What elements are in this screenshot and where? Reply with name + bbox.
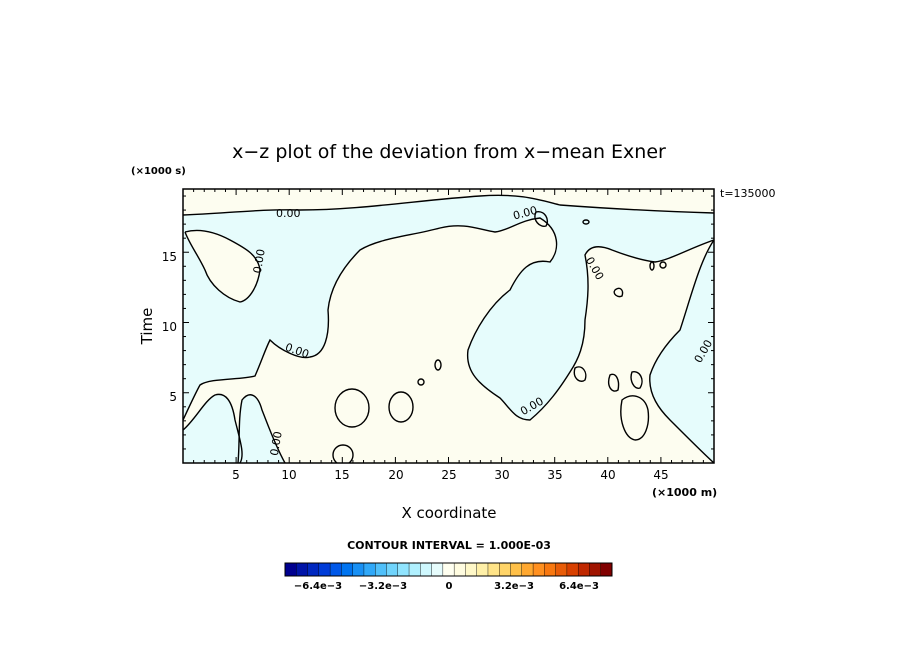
colorbar-cell xyxy=(532,562,545,577)
contour-loop-6 xyxy=(573,366,587,382)
contour-label: 0.00 xyxy=(512,204,539,223)
colorbar-cell xyxy=(476,562,489,577)
negative-blob-right xyxy=(649,240,714,463)
contour-interval-text: CONTOUR INTERVAL = 1.000E-03 xyxy=(347,539,551,552)
contour-label: 0.00 xyxy=(276,207,301,220)
contour-loop-14 xyxy=(613,287,624,298)
contour-loop-1 xyxy=(334,388,370,428)
colorbar xyxy=(284,562,613,577)
colorbar-tick-label: −6.4e−3 xyxy=(294,581,342,592)
colorbar-cell xyxy=(386,562,399,577)
colorbar-cell xyxy=(442,562,455,577)
colorbar-cell xyxy=(352,562,365,577)
colorbar-cell xyxy=(284,562,297,577)
colorbar-cell xyxy=(420,562,433,577)
contour-loop-13 xyxy=(659,261,667,269)
colorbar-cell xyxy=(307,562,320,577)
y-tick-label: 15 xyxy=(162,250,177,264)
colorbar-cell xyxy=(577,562,590,577)
colorbar-cell xyxy=(600,562,613,577)
x-tick-label: 30 xyxy=(494,468,509,482)
y-tick-label: 10 xyxy=(162,320,177,334)
colorbar-cell xyxy=(510,562,523,577)
colorbar-cell xyxy=(329,562,342,577)
colorbar-tick-label: 0 xyxy=(446,581,453,592)
colorbar-cell xyxy=(544,562,557,577)
colorbar-cell xyxy=(375,562,387,577)
y-axis-unit: (×1000 s) xyxy=(131,166,186,177)
x-axis-label: X coordinate xyxy=(401,504,496,522)
contour-lines xyxy=(183,194,714,463)
y-tick-label: 5 xyxy=(169,390,177,404)
colorbar-cell xyxy=(499,562,512,577)
colorbar-cell xyxy=(431,562,444,577)
x-tick-label: 40 xyxy=(600,468,615,482)
colorbar-tick-label: −3.2e−3 xyxy=(359,581,407,592)
y-tick-labels: 5 10 15 xyxy=(162,250,177,404)
colorbar-cell xyxy=(397,562,410,577)
x-tick-label: 25 xyxy=(441,468,456,482)
colorbar-frame xyxy=(284,562,613,577)
colorbar-cell xyxy=(487,562,500,577)
positive-region-main xyxy=(183,218,714,463)
contour-loop-3 xyxy=(434,359,442,371)
y-axis-label: Time xyxy=(138,308,156,346)
colorbar-tick-label: 6.4e−3 xyxy=(559,581,599,592)
contour-loop-4 xyxy=(417,378,425,386)
plot-area xyxy=(183,189,714,463)
colorbar-cell xyxy=(566,562,579,577)
contour-loop-9 xyxy=(620,395,650,441)
contour-loop-5 xyxy=(332,444,354,463)
contour-loop-11 xyxy=(582,219,590,225)
x-tick-label: 20 xyxy=(388,468,403,482)
time-label: t=135000 xyxy=(720,187,776,200)
contour-loop-10 xyxy=(534,211,549,227)
negative-blob-bottom xyxy=(238,394,285,463)
colorbar-cell xyxy=(363,562,376,577)
contour-loop-7 xyxy=(608,373,620,392)
chart-title: x−z plot of the deviation from x−mean Ex… xyxy=(232,141,666,163)
colorbar-cell xyxy=(465,562,478,577)
axis-ticks xyxy=(182,189,715,464)
colorbar-cell xyxy=(408,562,421,577)
x-axis-unit: (×1000 m) xyxy=(652,486,717,499)
x-tick-label: 5 xyxy=(232,468,240,482)
colorbar-tick-label: 3.2e−3 xyxy=(494,581,534,592)
x-tick-labels: 5 10 15 20 25 30 35 40 45 xyxy=(232,468,668,482)
x-tick-label: 35 xyxy=(547,468,562,482)
colorbar-cell xyxy=(341,562,354,577)
positive-region-top xyxy=(183,189,714,215)
colorbar-cell xyxy=(318,562,331,577)
x-tick-label: 45 xyxy=(653,468,668,482)
negative-blob-lower-left xyxy=(183,394,243,463)
colorbar-cell xyxy=(555,562,568,577)
contour-label: 0.00 xyxy=(251,248,268,274)
contour-label: 0.00 xyxy=(268,430,285,456)
x-tick-label: 15 xyxy=(334,468,349,482)
colorbar-cell xyxy=(453,562,466,577)
colorbar-cell xyxy=(521,562,534,577)
contour-loop-12 xyxy=(649,261,655,271)
contour-loop-2 xyxy=(388,391,414,423)
colorbar-cell xyxy=(589,562,602,577)
colorbar-cell xyxy=(296,562,309,577)
positive-region-left xyxy=(185,230,260,302)
contour-loop-8 xyxy=(630,371,643,389)
x-tick-label: 10 xyxy=(281,468,296,482)
colorbar-tick-labels: −6.4e−3 −3.2e−3 0 3.2e−3 6.4e−3 xyxy=(294,581,599,592)
